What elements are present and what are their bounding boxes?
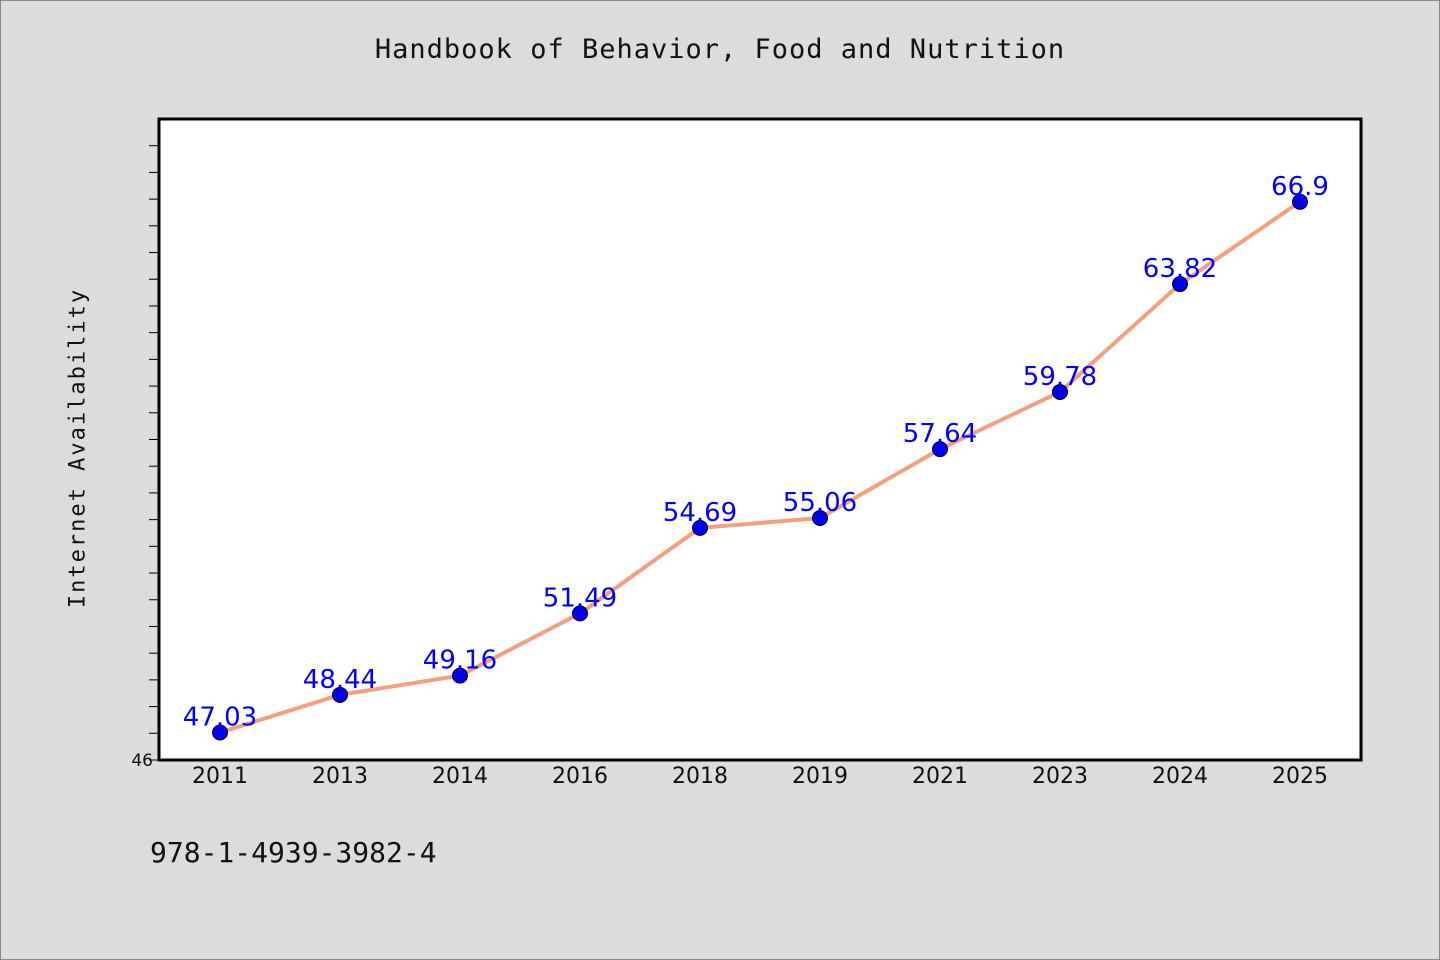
x-tick-label: 2016 [552, 764, 608, 789]
data-label: 55.06 [783, 488, 857, 518]
data-label: 59.78 [1023, 362, 1097, 392]
data-point [1172, 276, 1188, 293]
x-tick-label: 2011 [192, 764, 248, 789]
x-tick-label: 2023 [1032, 764, 1088, 789]
x-tick-label: 2014 [432, 764, 488, 789]
plot-area [157, 117, 1363, 762]
x-axis-ticks: 2011 2013 2014 2016 2018 2019 2021 2023 2024 2025 [192, 764, 1328, 789]
x-tick-label: 2021 [912, 764, 968, 789]
x-tick-label: 2013 [312, 764, 368, 789]
data-label: 48.44 [303, 665, 377, 695]
data-label: 51.49 [543, 583, 617, 613]
x-tick-label: 2024 [1152, 764, 1208, 789]
x-tick-label: 2019 [792, 764, 848, 789]
data-point [212, 724, 228, 741]
data-label: 66.9 [1271, 172, 1329, 202]
data-point [452, 667, 468, 684]
data-label: 54.69 [663, 498, 737, 528]
isbn-caption: 978-1-4939-3982-4 [150, 836, 437, 869]
data-point [812, 510, 828, 527]
data-labels-group: 47.03 48.44 49.16 51.49 54.69 55.06 57.64 59.78… [183, 172, 1329, 733]
data-point [572, 605, 588, 622]
data-label: 63.82 [1143, 254, 1217, 284]
series-line [219, 200, 1302, 735]
series-line-group [212, 193, 1308, 741]
data-point [932, 441, 948, 458]
x-tick-label: 2025 [1272, 764, 1328, 789]
data-label: 57.64 [903, 419, 977, 449]
data-point [692, 519, 708, 536]
data-point [1052, 383, 1068, 400]
x-tick-label: 2018 [672, 764, 728, 789]
data-label: 47.03 [183, 702, 257, 732]
chart-title: Handbook of Behavior, Food and Nutrition [374, 34, 1066, 65]
y-tick-label: 46 [131, 751, 153, 771]
y-axis-ticks: 46 [131, 145, 159, 771]
data-label: 49.16 [423, 646, 497, 676]
data-point [332, 686, 348, 703]
data-point [1292, 193, 1308, 210]
